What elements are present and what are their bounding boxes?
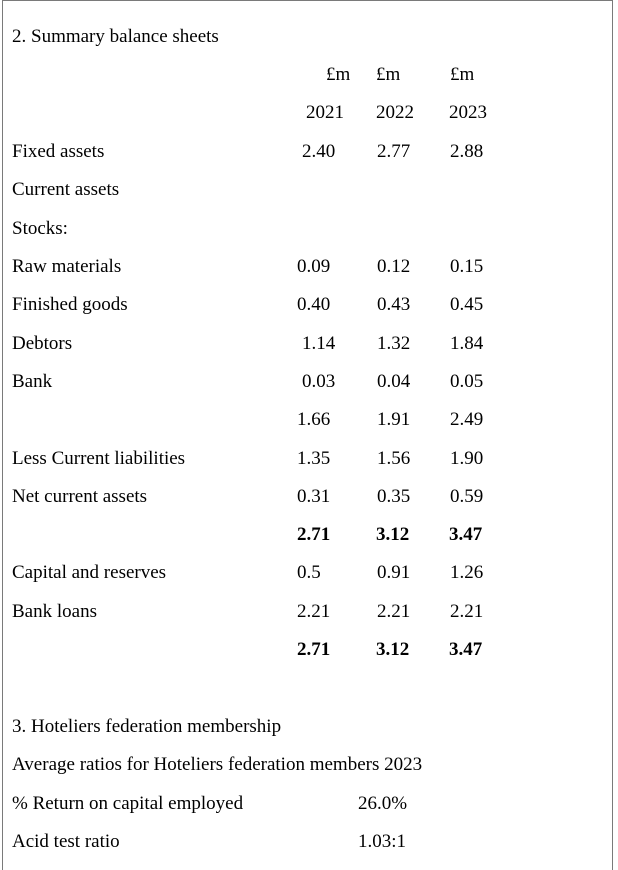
year-header-2021: 2021 xyxy=(306,102,344,123)
row-label-finished-goods: Finished goods xyxy=(12,294,128,315)
value-total-capital-2023: 3.47 xyxy=(449,639,483,660)
value-debtors-2021: 1.14 xyxy=(302,333,336,354)
value-debtors-2022: 1.32 xyxy=(377,333,411,354)
ratio-label-acid-test: Acid test ratio xyxy=(12,831,120,852)
value-current-liabilities-2023: 1.90 xyxy=(450,448,484,469)
value-debtors-2023: 1.84 xyxy=(450,333,484,354)
value-current-liabilities-2021: 1.35 xyxy=(297,448,331,469)
value-net-current-assets-2021: 0.31 xyxy=(297,486,331,507)
value-total-capital-2021: 2.71 xyxy=(297,639,331,660)
value-capital-reserves-2022: 0.91 xyxy=(377,562,411,583)
row-label-capital-reserves: Capital and reserves xyxy=(12,562,167,583)
section-2-title: 2. Summary balance sheets xyxy=(12,26,219,47)
row-label-debtors: Debtors xyxy=(12,333,73,354)
value-raw-materials-2022: 0.12 xyxy=(377,256,411,277)
value-total-net-assets-2021: 2.71 xyxy=(297,524,331,545)
row-label-fixed-assets: Fixed assets xyxy=(12,141,105,162)
value-bank-2022: 0.04 xyxy=(377,371,411,392)
section-3-title: 3. Hoteliers federation membership xyxy=(12,716,282,737)
value-net-current-assets-2023: 0.59 xyxy=(450,486,484,507)
row-label-raw-materials: Raw materials xyxy=(12,256,122,277)
value-total-net-assets-2022: 3.12 xyxy=(376,524,410,545)
value-capital-reserves-2023: 1.26 xyxy=(450,562,484,583)
value-current-assets-total-2022: 1.91 xyxy=(377,409,411,430)
value-net-current-assets-2022: 0.35 xyxy=(377,486,411,507)
value-raw-materials-2021: 0.09 xyxy=(297,256,331,277)
value-finished-goods-2021: 0.40 xyxy=(297,294,331,315)
year-header-2023: 2023 xyxy=(449,102,487,123)
value-fixed-assets-2023: 2.88 xyxy=(450,141,484,162)
row-label-net-current-assets: Net current assets xyxy=(12,486,148,507)
value-bank-loans-2021: 2.21 xyxy=(297,601,331,622)
row-label-bank-loans: Bank loans xyxy=(12,601,97,622)
ratio-value-acid-test: 1.03:1 xyxy=(358,831,407,852)
row-label-bank: Bank xyxy=(12,371,53,392)
value-raw-materials-2023: 0.15 xyxy=(450,256,484,277)
value-bank-2021: 0.03 xyxy=(302,371,336,392)
row-label-stocks: Stocks: xyxy=(12,218,68,239)
value-current-liabilities-2022: 1.56 xyxy=(377,448,411,469)
value-fixed-assets-2022: 2.77 xyxy=(377,141,411,162)
value-capital-reserves-2021: 0.5 xyxy=(297,562,321,583)
row-label-current-assets: Current assets xyxy=(12,179,120,200)
value-finished-goods-2022: 0.43 xyxy=(377,294,411,315)
value-current-assets-total-2023: 2.49 xyxy=(450,409,484,430)
value-current-assets-total-2021: 1.66 xyxy=(297,409,331,430)
value-total-capital-2022: 3.12 xyxy=(376,639,410,660)
row-label-current-liabilities: Less Current liabilities xyxy=(12,448,186,469)
currency-header-2022: £m xyxy=(376,64,401,85)
value-fixed-assets-2021: 2.40 xyxy=(302,141,336,162)
currency-header-2021: £m xyxy=(326,64,351,85)
value-bank-2023: 0.05 xyxy=(450,371,484,392)
value-bank-loans-2022: 2.21 xyxy=(377,601,411,622)
section-3-subtitle: Average ratios for Hoteliers federation … xyxy=(12,754,423,775)
value-total-net-assets-2023: 3.47 xyxy=(449,524,483,545)
currency-header-2023: £m xyxy=(450,64,475,85)
ratio-value-roce: 26.0% xyxy=(358,793,408,814)
year-header-2022: 2022 xyxy=(376,102,414,123)
value-finished-goods-2023: 0.45 xyxy=(450,294,484,315)
value-bank-loans-2023: 2.21 xyxy=(450,601,484,622)
ratio-label-roce: % Return on capital employed xyxy=(12,793,244,814)
